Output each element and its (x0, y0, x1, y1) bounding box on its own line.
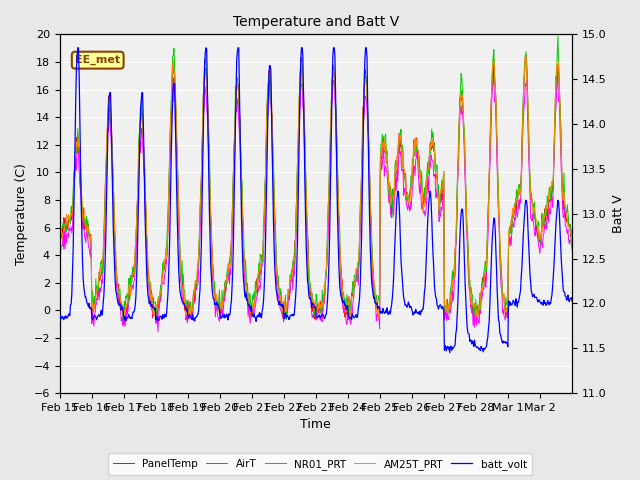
NR01_PRT (554, 33, 562, 39)
AM25T_PRT (568, 241, 576, 247)
AirT (369, 284, 377, 289)
PanelTemp (56, 228, 63, 234)
batt_volt (56, 317, 63, 323)
Y-axis label: Temperature (C): Temperature (C) (15, 163, 28, 264)
PanelTemp (236, 130, 244, 135)
AirT (554, 68, 561, 74)
AM25T_PRT (397, 138, 405, 144)
Line: PanelTemp: PanelTemp (60, 56, 572, 321)
PanelTemp (568, 239, 576, 244)
Legend: PanelTemp, AirT, NR01_PRT, AM25T_PRT, batt_volt: PanelTemp, AirT, NR01_PRT, AM25T_PRT, ba… (108, 454, 532, 475)
PanelTemp (398, 146, 406, 152)
AirT (255, 282, 263, 288)
batt_volt (116, 302, 124, 308)
PanelTemp (369, 272, 377, 278)
AM25T_PRT (210, 288, 218, 293)
AirT (211, 294, 218, 300)
NR01_PRT (369, 262, 377, 267)
NR01_PRT (236, 119, 244, 125)
batt_volt (446, 350, 454, 356)
PanelTemp (522, 53, 529, 59)
AirT (56, 247, 63, 252)
Line: AM25T_PRT: AM25T_PRT (60, 56, 572, 318)
NR01_PRT (255, 280, 263, 286)
AM25T_PRT (56, 228, 63, 234)
AM25T_PRT (369, 260, 376, 266)
batt_volt (74, 45, 82, 51)
batt_volt (398, 267, 406, 273)
PanelTemp (153, 318, 161, 324)
batt_volt (369, 289, 377, 295)
NR01_PRT (56, 228, 63, 233)
NR01_PRT (568, 227, 576, 232)
batt_volt (568, 298, 576, 304)
batt_volt (236, 129, 244, 135)
Line: AirT: AirT (60, 71, 572, 332)
AirT (116, 304, 124, 310)
PanelTemp (211, 292, 218, 298)
AirT (398, 168, 406, 173)
PanelTemp (255, 270, 263, 276)
AM25T_PRT (255, 268, 262, 274)
Y-axis label: Batt V: Batt V (612, 194, 625, 233)
AirT (236, 145, 244, 151)
NR01_PRT (120, 319, 127, 324)
batt_volt (211, 302, 218, 308)
Text: EE_met: EE_met (75, 55, 120, 65)
AM25T_PRT (236, 105, 243, 111)
AM25T_PRT (522, 53, 530, 59)
PanelTemp (116, 292, 124, 298)
AM25T_PRT (474, 315, 482, 321)
NR01_PRT (116, 286, 124, 291)
Line: batt_volt: batt_volt (60, 48, 572, 353)
AirT (568, 247, 576, 252)
AirT (154, 329, 162, 335)
NR01_PRT (211, 279, 218, 285)
batt_volt (255, 310, 263, 315)
Line: NR01_PRT: NR01_PRT (60, 36, 572, 322)
X-axis label: Time: Time (301, 419, 332, 432)
NR01_PRT (398, 150, 406, 156)
AM25T_PRT (116, 294, 124, 300)
Title: Temperature and Batt V: Temperature and Batt V (233, 15, 399, 29)
